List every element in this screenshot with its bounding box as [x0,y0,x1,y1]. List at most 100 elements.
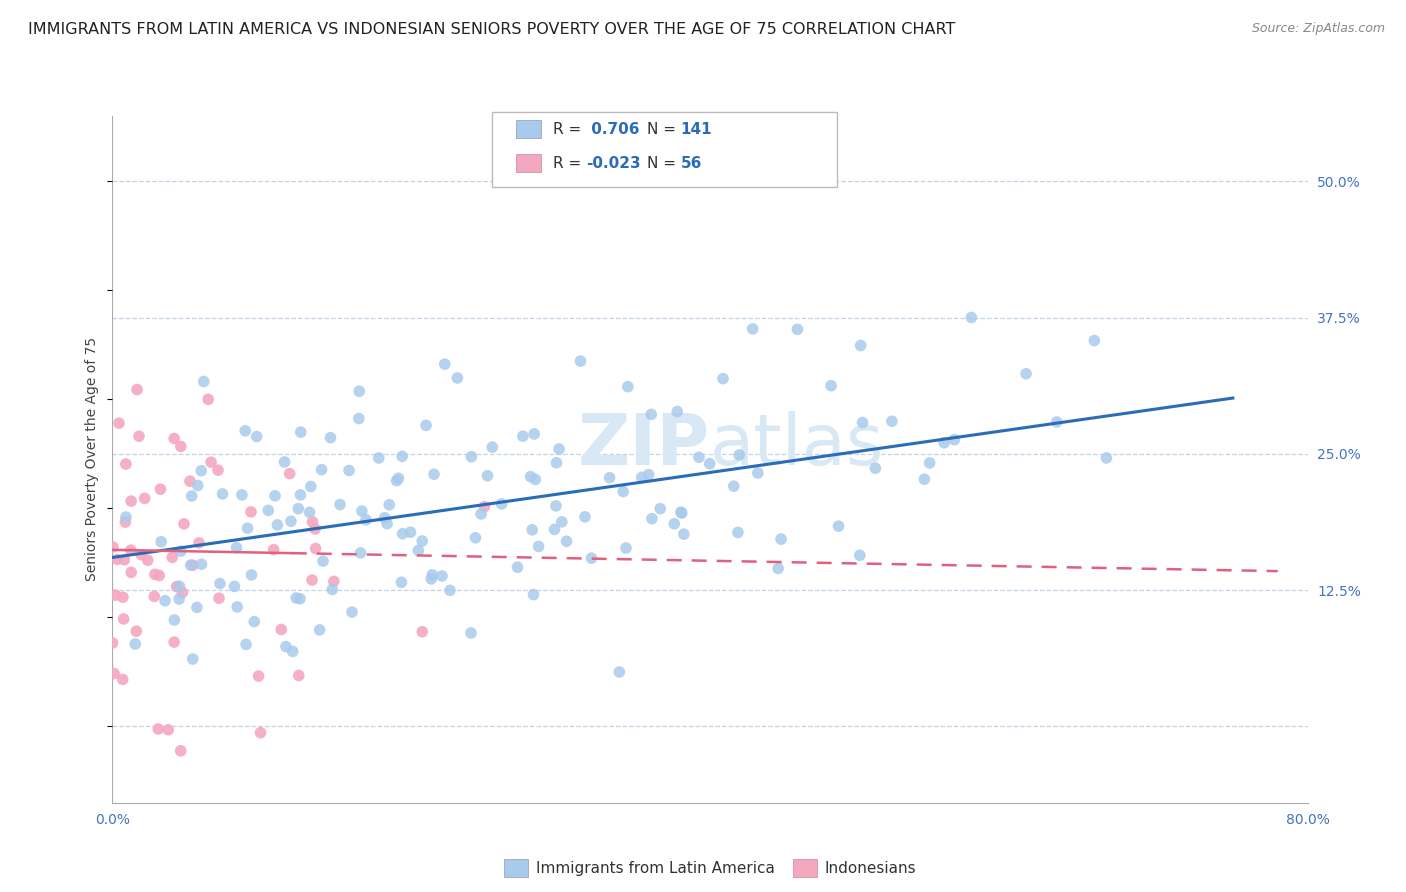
Point [865,461,887,475]
Point [347,411,370,425]
Point [226,599,249,614]
Point [664,516,686,531]
Point [512,429,534,443]
Point [288,591,311,606]
Point [387,471,409,485]
Point [287,668,309,682]
Point [157,723,180,737]
Point [131,548,153,562]
Point [163,635,186,649]
Point [827,519,849,533]
Point [208,576,231,591]
Point [321,582,343,597]
Point [918,456,941,470]
Point [193,375,215,389]
Point [188,536,211,550]
Point [880,414,903,428]
Point [337,463,360,477]
Point [263,542,285,557]
Point [170,544,193,558]
Point [912,472,935,486]
Point [460,450,482,464]
Point [374,510,396,524]
Point [312,554,335,568]
Point [120,494,142,508]
Point [960,310,983,325]
Point [103,666,125,681]
Point [166,580,188,594]
Point [104,588,127,602]
Point [308,623,330,637]
Point [190,558,212,572]
Point [273,455,295,469]
Point [236,521,259,535]
Point [125,383,148,397]
Point [599,470,621,484]
Point [607,665,630,679]
Point [378,498,401,512]
Point [181,558,204,573]
Point [115,457,138,471]
Point [669,505,692,519]
Point [101,540,124,554]
Point [207,463,229,477]
Point [420,572,443,586]
Point [170,439,193,453]
Text: R =: R = [553,122,586,136]
Point [420,567,443,582]
Point [367,450,389,465]
Point [180,558,202,573]
Point [727,525,749,540]
Point [304,541,326,556]
Point [285,591,308,605]
Point [233,424,256,438]
Point [641,511,664,525]
Point [522,523,544,537]
Point [354,513,377,527]
Point [170,744,193,758]
Point [299,479,322,493]
Point [167,592,190,607]
Point [278,467,301,481]
Point [329,498,352,512]
Point [163,613,186,627]
Point [385,474,408,488]
Point [270,623,292,637]
Point [430,569,453,583]
Point [136,553,159,567]
Point [723,479,745,493]
Point [243,615,266,629]
Point [112,552,135,566]
Text: 0.706: 0.706 [586,122,640,136]
Point [257,503,280,517]
Y-axis label: Seniors Poverty Over the Age of 75: Seniors Poverty Over the Age of 75 [86,337,100,582]
Point [200,455,222,469]
Point [249,725,271,739]
Point [281,644,304,658]
Point [672,527,695,541]
Point [311,462,333,476]
Point [481,440,503,454]
Point [671,506,693,520]
Point [1095,450,1118,465]
Point [464,531,486,545]
Point [551,515,574,529]
Point [101,636,124,650]
Point [666,404,689,418]
Point [728,448,751,462]
Point [225,541,247,555]
Point [181,652,204,666]
Point [766,561,789,575]
Point [543,522,565,536]
Point [247,669,270,683]
Point [180,489,202,503]
Point [149,482,172,496]
Point [111,590,134,604]
Point [208,591,231,606]
Point [153,594,176,608]
Point [1083,334,1105,348]
Point [240,505,263,519]
Point [298,505,321,519]
Point [391,450,413,464]
Point [506,560,529,574]
